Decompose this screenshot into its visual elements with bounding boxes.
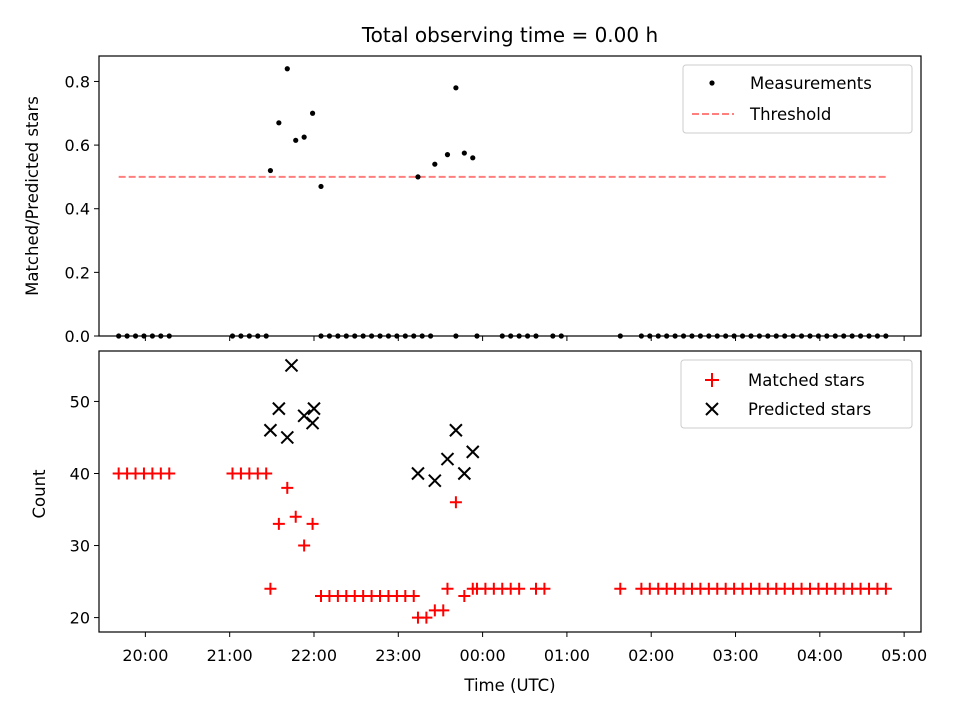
matched-star-point: [420, 611, 433, 624]
bottom-x-tick-label: 23:00: [375, 646, 421, 665]
bottom-legend: Matched stars Predicted stars: [680, 359, 913, 429]
top-y-tick-label: 0.6: [65, 136, 90, 155]
bottom-axes-frame: [98, 350, 922, 633]
bottom-x-tick-label: 05:00: [881, 646, 927, 665]
measurement-point: [284, 66, 290, 72]
measurement-point: [453, 85, 459, 91]
measurement-point: [432, 161, 438, 167]
legend-predicted-marker: [705, 402, 719, 416]
top-y-tick-label: 0.4: [65, 200, 90, 219]
matched-star-point: [538, 582, 551, 595]
measurement-point: [267, 167, 274, 174]
legend-matched-marker: [705, 373, 719, 387]
legend-predicted-label: Predicted stars: [748, 400, 871, 419]
matched-star-point: [298, 539, 311, 552]
measurement-point: [309, 110, 316, 116]
bottom-plot-area: [112, 358, 892, 624]
bottom-x-tick-label: 22:00: [291, 646, 337, 665]
matched-star-point: [264, 582, 277, 595]
top-y-axis-label: Matched/Predicted stars: [23, 96, 42, 296]
bottom-x-tick-label: 21:00: [207, 646, 253, 665]
top-y-ticks: 0.0 0.2 0.4 0.6 0.8: [65, 72, 99, 346]
matched-star-point: [437, 604, 450, 617]
bottom-x-tick-label: 00:00: [460, 646, 506, 665]
top-y-tick-label: 0.8: [65, 72, 90, 91]
bottom-x-tick-label: 03:00: [712, 646, 758, 665]
measurement-point: [444, 152, 451, 158]
bottom-x-tick-label: 20:00: [122, 646, 168, 665]
legend-measurements-label: Measurements: [750, 74, 872, 93]
matched-star-point: [441, 582, 454, 595]
x-axis-label: Time (UTC): [463, 676, 555, 695]
bottom-y-tick-label: 30: [70, 537, 90, 556]
legend-threshold-label: Threshold: [749, 105, 831, 124]
matched-star-point: [281, 481, 294, 494]
matched-star-point: [260, 467, 273, 480]
matched-star-point: [272, 517, 285, 530]
predicted-star-point: [263, 423, 278, 437]
matched-star-point: [163, 467, 176, 480]
bottom-y-axis-label: Count: [30, 469, 49, 519]
bottom-legend-box: [680, 359, 913, 429]
matched-star-point: [879, 582, 892, 595]
matched-star-point: [289, 510, 302, 523]
matched-star-point: [306, 517, 319, 530]
predicted-star-point: [466, 445, 480, 459]
top-y-tick-label: 0.2: [65, 263, 90, 282]
top-y-tick-label: 0.0: [65, 327, 90, 346]
bottom-x-tick-label: 04:00: [797, 646, 843, 665]
predicted-star-point: [307, 401, 321, 416]
predicted-star-point: [449, 423, 463, 437]
predicted-star-point: [428, 473, 442, 488]
matched-star-point: [458, 589, 471, 602]
predicted-star-point: [284, 358, 299, 373]
top-panel: Total observing time = 0.00 h Matched/Pr…: [23, 23, 922, 346]
top-legend: Measurements Threshold: [682, 64, 913, 134]
predicted-star-point: [305, 416, 320, 430]
bottom-x-ticks: 20:00 21:00 22:00 23:00 00:00 01:00 02:00 03:00…: [122, 632, 927, 665]
matched-star-point: [449, 496, 462, 509]
bottom-y-tick-label: 40: [70, 464, 90, 483]
measurement-point: [293, 137, 299, 143]
bottom-x-tick-label: 02:00: [628, 646, 674, 665]
bottom-y-ticks: 20 30 40 50: [70, 392, 99, 628]
matched-star-point: [614, 582, 627, 595]
measurement-point: [470, 155, 476, 161]
top-axes-frame: [98, 55, 922, 337]
bottom-x-tick-label: 01:00: [544, 646, 590, 665]
measurement-point: [276, 120, 282, 126]
measurement-point: [415, 174, 421, 180]
matched-star-point: [513, 582, 526, 595]
matched-star-point: [407, 589, 420, 602]
measurement-point: [301, 134, 307, 140]
measurement-point: [318, 183, 324, 190]
predicted-star-point: [440, 452, 455, 466]
predicted-star-point: [411, 466, 425, 481]
top-x-ticks: [144, 336, 905, 341]
legend-measurements-marker: [709, 80, 715, 86]
measurement-point: [461, 150, 467, 156]
chart-title: Total observing time = 0.00 h: [361, 23, 658, 47]
bottom-y-tick-label: 20: [70, 609, 90, 628]
bottom-y-tick-label: 50: [70, 392, 90, 411]
predicted-star-point: [457, 466, 472, 481]
predicted-star-point: [272, 401, 286, 416]
legend-matched-label: Matched stars: [748, 371, 865, 390]
bottom-panel: Count Time (UTC) 20 30 40 50 20:00 21:00 22:0…: [30, 350, 927, 695]
top-legend-box: [682, 64, 913, 134]
predicted-star-point: [280, 430, 294, 445]
